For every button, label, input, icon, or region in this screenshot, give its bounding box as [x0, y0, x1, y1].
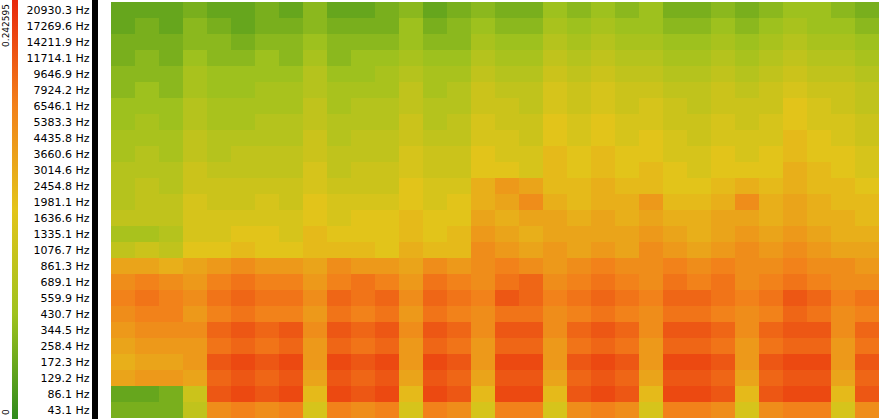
svg-text:20930.3 Hz: 20930.3 Hz: [26, 4, 89, 17]
svg-text:4435.8 Hz: 4435.8 Hz: [33, 132, 89, 145]
svg-text:344.5 Hz: 344.5 Hz: [40, 324, 89, 337]
svg-text:7924.2 Hz: 7924.2 Hz: [33, 84, 89, 97]
svg-text:17269.6 Hz: 17269.6 Hz: [26, 20, 89, 33]
svg-text:2454.8 Hz: 2454.8 Hz: [33, 180, 89, 193]
svg-text:1636.6 Hz: 1636.6 Hz: [33, 212, 89, 225]
svg-text:3014.6 Hz: 3014.6 Hz: [33, 164, 89, 177]
svg-text:86.1 Hz: 86.1 Hz: [47, 388, 89, 401]
svg-text:172.3 Hz: 172.3 Hz: [40, 356, 89, 369]
svg-text:0: 0: [1, 409, 11, 415]
svg-text:1335.1 Hz: 1335.1 Hz: [33, 228, 89, 241]
svg-text:6546.1 Hz: 6546.1 Hz: [33, 100, 89, 113]
svg-text:9646.9 Hz: 9646.9 Hz: [33, 68, 89, 81]
svg-text:430.7 Hz: 430.7 Hz: [40, 308, 89, 321]
svg-text:14211.9 Hz: 14211.9 Hz: [26, 36, 89, 49]
svg-text:11714.1 Hz: 11714.1 Hz: [26, 52, 89, 65]
svg-text:689.1 Hz: 689.1 Hz: [40, 276, 89, 289]
svg-text:129.2 Hz: 129.2 Hz: [40, 372, 89, 385]
svg-text:43.1 Hz: 43.1 Hz: [47, 404, 89, 417]
svg-text:5383.3 Hz: 5383.3 Hz: [33, 116, 89, 129]
svg-text:3660.6 Hz: 3660.6 Hz: [33, 148, 89, 161]
svg-text:861.3 Hz: 861.3 Hz: [40, 260, 89, 273]
svg-text:258.4 Hz: 258.4 Hz: [40, 340, 89, 353]
svg-text:559.9 Hz: 559.9 Hz: [40, 292, 89, 305]
svg-text:0.242595: 0.242595: [1, 4, 11, 47]
svg-text:1076.7 Hz: 1076.7 Hz: [33, 244, 89, 257]
svg-text:1981.1 Hz: 1981.1 Hz: [33, 196, 89, 209]
